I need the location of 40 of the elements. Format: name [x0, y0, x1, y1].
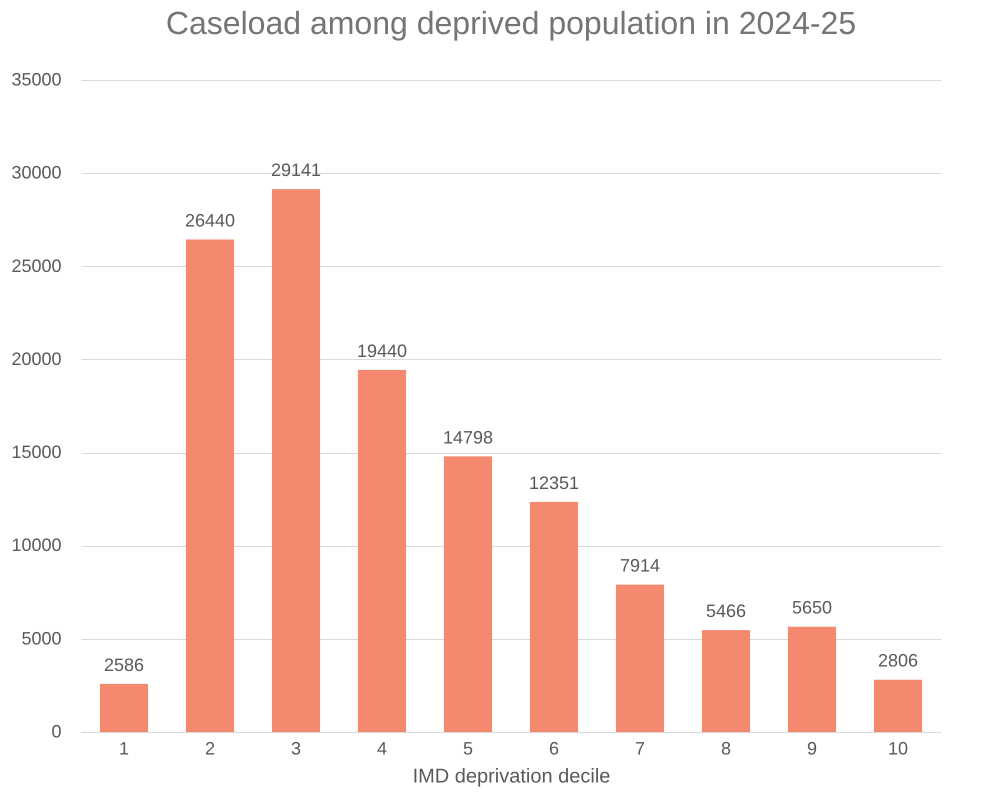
data-label: 2806 [878, 650, 918, 671]
data-label: 26440 [184, 210, 236, 230]
y-tick-label: 20000 [11, 348, 62, 369]
data-label: 29141 [270, 160, 322, 180]
data-label: 19440 [356, 340, 408, 361]
x-tick-label: 6 [548, 738, 560, 758]
y-tick-label: 25000 [11, 256, 62, 276]
bar [530, 502, 578, 732]
y-tick-label: 35000 [11, 70, 62, 90]
data-label: 5466 [706, 601, 746, 622]
bar [186, 239, 234, 732]
chart-title: Caseload among deprived population in 2024-25 [166, 5, 856, 41]
bar [358, 370, 406, 732]
bar [616, 584, 664, 732]
x-tick-label: 5 [462, 738, 474, 758]
x-tick-label: 2 [204, 738, 216, 758]
bar [788, 626, 836, 732]
y-tick-label: 5000 [21, 628, 62, 648]
y-tick-label: 10000 [11, 535, 62, 556]
bar [702, 630, 750, 732]
bar [272, 189, 320, 732]
x-tick-label: 10 [888, 738, 908, 758]
y-tick-label: 15000 [11, 442, 62, 462]
data-label: 5650 [792, 598, 832, 618]
data-label: 7914 [620, 556, 660, 576]
x-tick-label: 9 [806, 738, 818, 758]
y-tick-label: 30000 [11, 162, 62, 183]
x-tick-label: 1 [118, 738, 130, 758]
x-tick-label: 3 [290, 738, 302, 758]
x-tick-label: 4 [376, 738, 388, 758]
bar [444, 456, 492, 732]
data-label: 2586 [104, 654, 144, 675]
x-tick-label: 8 [720, 738, 732, 758]
bar [100, 684, 148, 732]
x-axis-title: IMD deprivation decile [412, 766, 610, 788]
data-label: 14798 [442, 427, 494, 448]
data-label: 12351 [528, 472, 580, 493]
bar [874, 680, 922, 732]
y-tick-label: 0 [51, 722, 62, 742]
x-tick-label: 7 [634, 738, 646, 758]
